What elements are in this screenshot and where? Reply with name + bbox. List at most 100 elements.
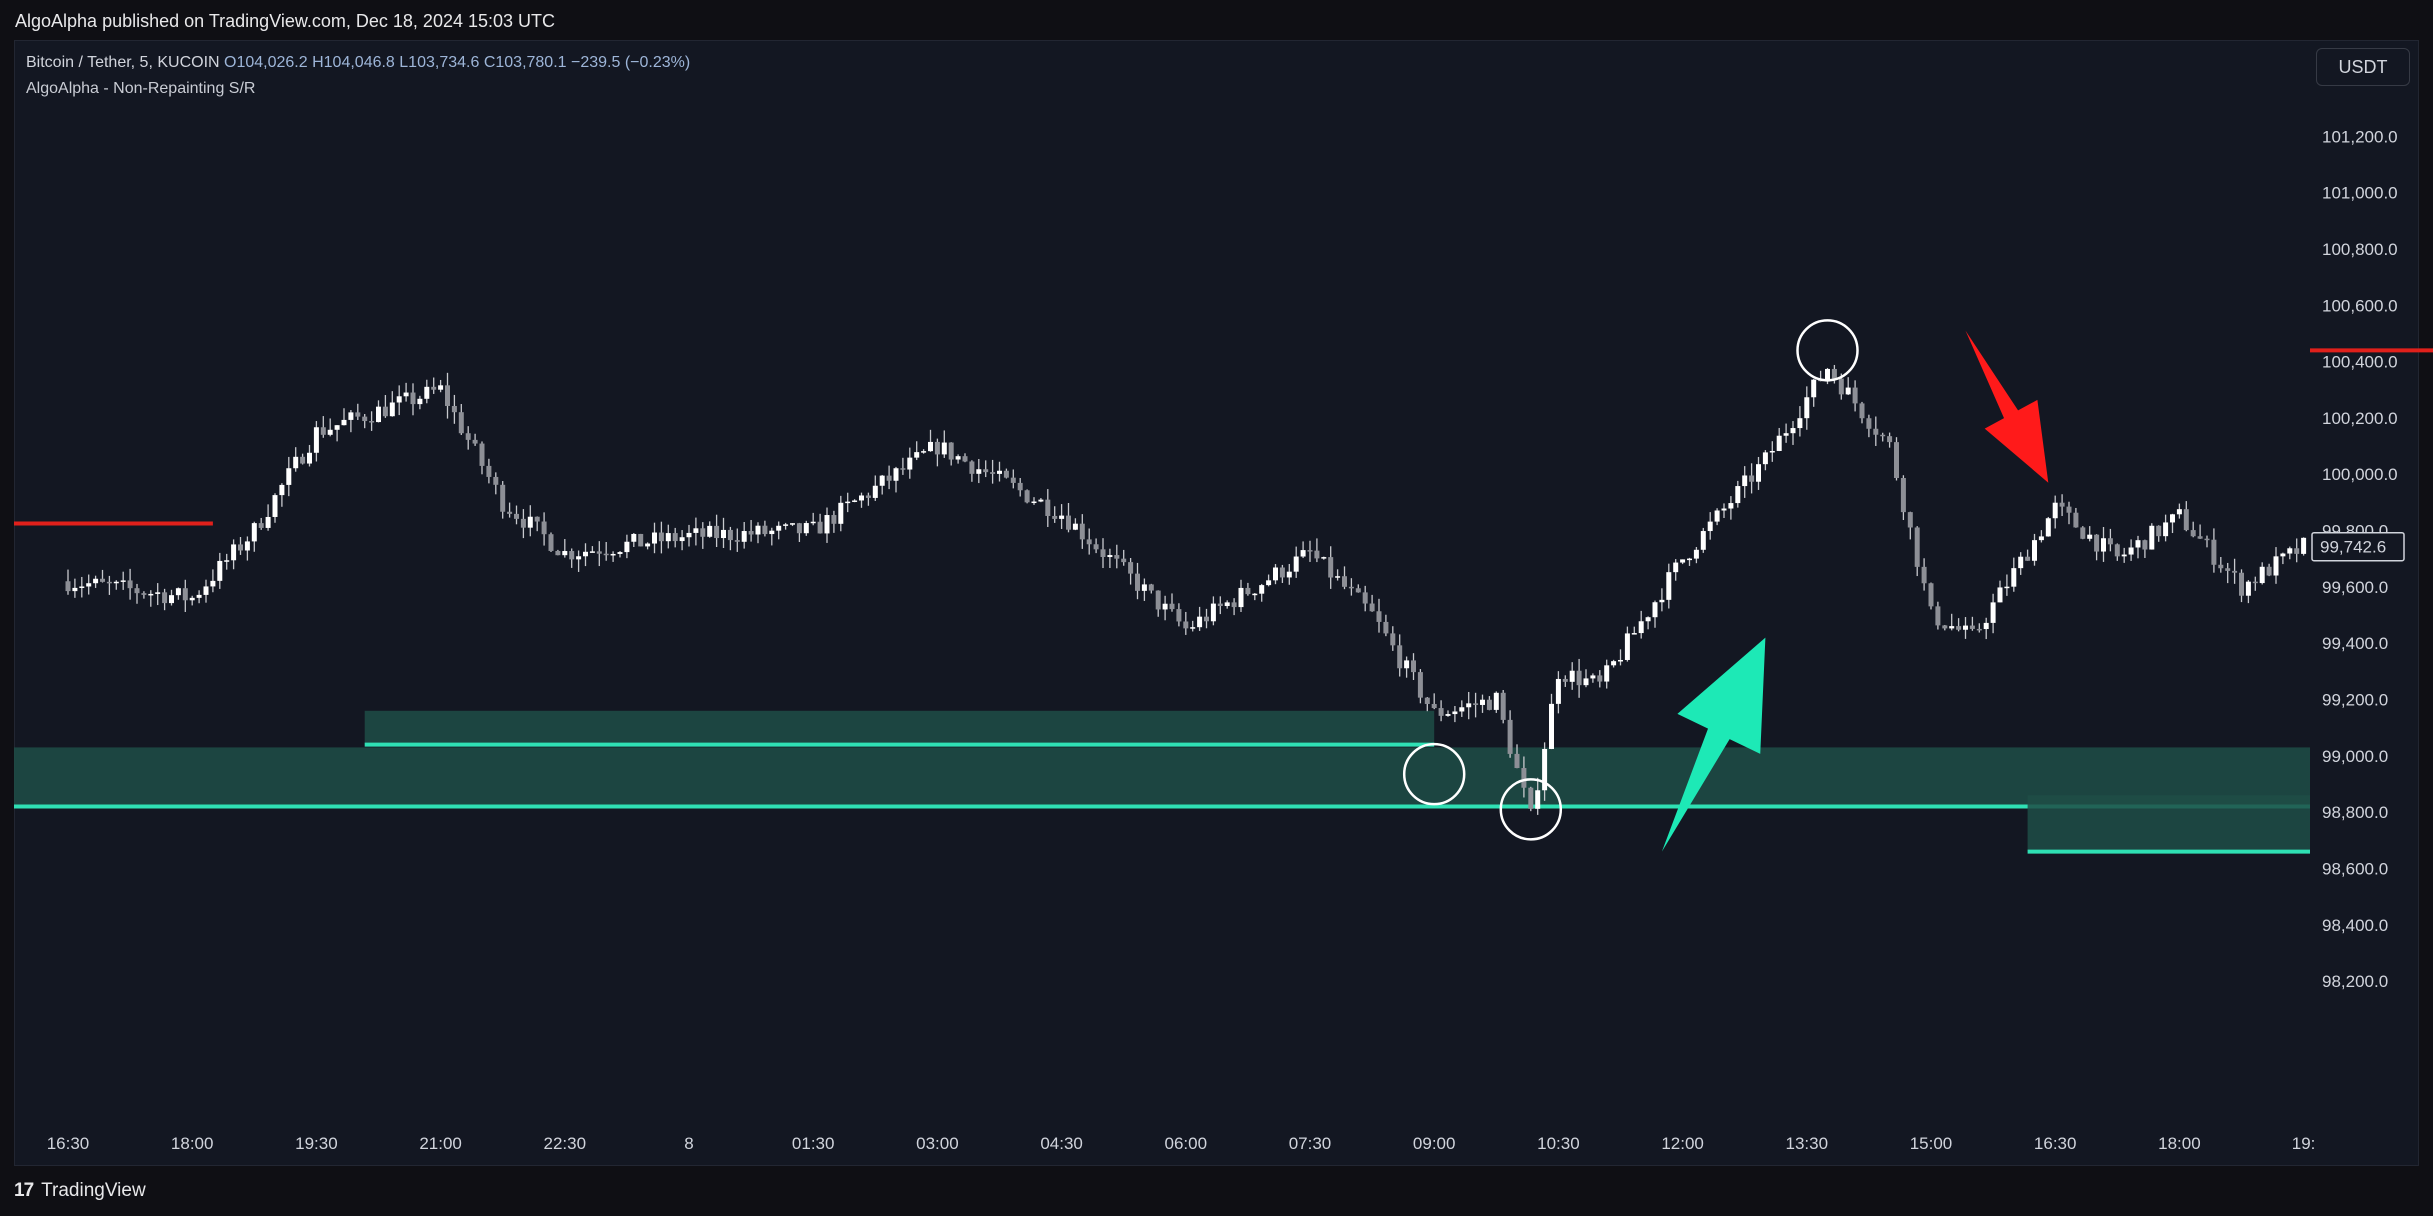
candle-body [2045, 518, 2051, 537]
candle-body [424, 386, 430, 399]
candle-body [272, 495, 278, 517]
candle-body [203, 586, 209, 595]
candle-body [1549, 703, 1554, 749]
candle-body [134, 588, 140, 594]
candle-body [2232, 570, 2238, 573]
candle-body [1093, 544, 1099, 550]
time-tick-label: 13:30 [1786, 1134, 1829, 1153]
candle-body [914, 452, 920, 458]
candle-body [1107, 555, 1113, 558]
candle-body [1687, 558, 1692, 561]
candle-body [1183, 621, 1189, 629]
candle-body [583, 551, 588, 557]
candle-body [1362, 592, 1368, 604]
candle-body [672, 533, 678, 542]
candle-body [2149, 525, 2155, 550]
candle-body [313, 427, 319, 453]
candle-body [382, 406, 388, 417]
price-tick-label: 98,600.0 [2322, 859, 2388, 878]
candle-body [472, 439, 478, 444]
candle-body [1452, 711, 1458, 715]
candle-body [928, 441, 933, 452]
chart-pane[interactable] [14, 40, 2419, 1166]
candle-body [148, 593, 154, 596]
ohlc-close: C103,780.1 [483, 54, 567, 71]
price-tick-label: 100,600.0 [2322, 296, 2398, 315]
candle-body [769, 530, 775, 535]
candle-body [1728, 503, 1734, 509]
candle-body [93, 578, 99, 584]
price-tick-label: 98,200.0 [2322, 972, 2388, 991]
time-tick-label: 21:00 [419, 1134, 462, 1153]
price-tick-label: 99,200.0 [2322, 691, 2388, 710]
candle-body [1535, 790, 1541, 809]
tradingview-brand[interactable]: 17 TradingView [14, 1180, 146, 1202]
candle-body [1659, 599, 1665, 603]
candle-body [548, 534, 554, 551]
candle-body [1066, 515, 1071, 530]
candle-body [997, 470, 1002, 474]
time-tick-label: 09:00 [1413, 1134, 1456, 1153]
candle-body [1114, 555, 1120, 559]
time-tick-label: 18:00 [2158, 1134, 2201, 1153]
candle-body [1404, 660, 1410, 669]
time-tick-label: 19:30 [295, 1134, 338, 1153]
candle-body [1500, 692, 1506, 720]
candle-body [1811, 379, 1817, 398]
candle-body [1286, 571, 1292, 578]
candle-body [1397, 645, 1403, 669]
candle-body [2059, 502, 2065, 507]
candle-body [617, 552, 623, 554]
indicator-label[interactable]: AlgoAlpha - Non-Repainting S/R [26, 80, 256, 97]
currency-button[interactable]: USDT [2316, 48, 2410, 86]
candle-body [721, 529, 726, 539]
price-tick-label: 101,200.0 [2322, 127, 2398, 146]
candle-body [1776, 435, 1782, 451]
candle-body [2239, 572, 2244, 596]
candle-body [1852, 387, 1858, 404]
highlight-circle [1796, 319, 1859, 382]
candle-body [1845, 387, 1851, 395]
candle-body [155, 592, 161, 594]
price-tick-label: 99,400.0 [2322, 634, 2388, 653]
candle-body [1921, 566, 1927, 584]
candle-body [658, 532, 664, 542]
candle-body [1873, 428, 1879, 435]
candle-body [2032, 540, 2037, 561]
candle-body [458, 412, 464, 434]
candle-body [576, 556, 582, 560]
candle-body [2135, 540, 2141, 548]
candle-body [100, 578, 105, 582]
candle-body [1493, 692, 1499, 710]
candle-body [1328, 557, 1334, 578]
candle-body [1190, 627, 1196, 629]
candle-body [106, 581, 112, 584]
candle-body [1266, 580, 1272, 586]
last-price-label: 99,742.6 [2320, 538, 2386, 557]
candle-body [1611, 661, 1617, 666]
candle-body [2025, 556, 2031, 561]
candle-body [589, 551, 595, 553]
candle-body [1204, 616, 1209, 622]
candle-body [2107, 538, 2113, 545]
candle-body [1376, 611, 1382, 622]
candle-body [1831, 368, 1837, 379]
candle-body [1369, 603, 1375, 612]
candle-body [251, 523, 257, 542]
candle-body [120, 580, 126, 582]
candle-body [1804, 397, 1810, 419]
candle-body [2080, 527, 2086, 539]
candle-body [2211, 539, 2217, 565]
candle-body [1279, 567, 1285, 578]
symbol-name[interactable]: Bitcoin / Tether, 5, KUCOIN [26, 54, 220, 71]
candle-body [610, 553, 616, 556]
time-tick-label: 06:00 [1165, 1134, 1208, 1153]
candle-body [507, 511, 513, 514]
candle-body [1197, 616, 1203, 628]
candle-body [1742, 475, 1748, 487]
candle-body [796, 523, 802, 534]
candle-body [1224, 602, 1230, 607]
candle-body [783, 524, 789, 526]
candle-body [2101, 538, 2106, 552]
